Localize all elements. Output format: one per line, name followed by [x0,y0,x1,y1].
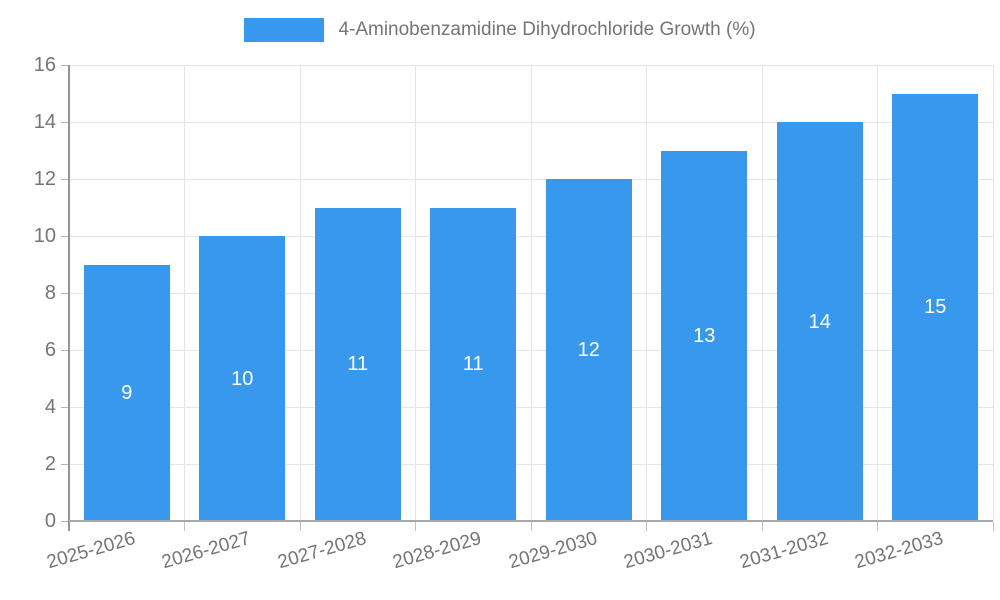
y-axis-tick [61,121,69,123]
y-axis-tick [61,235,69,237]
x-axis-tick [877,522,878,531]
y-tick-label: 16 [33,54,56,76]
bar[interactable] [892,93,979,520]
x-axis-tick [646,522,647,531]
gridline-x [877,65,878,521]
bar-value-label: 11 [347,353,369,376]
y-axis-line [68,65,70,531]
bar-value-label: 10 [231,367,254,390]
y-tick-label: 0 [44,510,56,532]
x-tick-label: 2025-2026 [44,528,138,574]
x-axis-tick [299,522,301,531]
y-tick-label: 14 [33,111,56,133]
y-tick-label: 6 [44,339,56,361]
gridline-x [761,65,763,521]
x-axis-tick [761,522,763,531]
bar[interactable] [83,264,170,520]
y-axis-tick [61,406,69,408]
y-tick-label: 10 [33,225,56,247]
gridline-x [530,65,532,521]
x-axis-tick [992,522,994,531]
x-tick-label: 2027-2028 [275,528,369,574]
y-axis-tick [61,292,69,294]
y-tick-label: 12 [33,168,56,190]
bar[interactable] [430,207,517,520]
y-tick-label: 4 [44,396,56,418]
y-axis-tick [61,463,69,465]
gridline-x [646,65,647,521]
bar[interactable] [314,207,401,520]
bar-value-label: 9 [121,381,133,404]
x-axis-tick [530,522,532,531]
bar-value-label: 12 [577,339,600,361]
bar-value-label: 13 [693,324,716,347]
x-axis-tick [184,522,185,531]
gridline-x [415,65,416,521]
y-tick-label: 8 [44,282,56,304]
chart-legend[interactable]: 4-Aminobenzamidine Dihydrochloride Growt… [0,18,1000,42]
x-axis-tick [415,522,416,531]
y-axis-tick [61,520,69,522]
legend-swatch [244,18,325,42]
gridline-x [184,65,185,521]
gridline-x [992,65,994,521]
bar[interactable] [776,122,863,520]
bar-value-label: 11 [462,353,484,376]
bar-value-label: 15 [924,296,947,319]
bar[interactable] [545,179,632,520]
gridline-x [299,65,301,521]
y-axis-tick [61,349,69,351]
y-tick-label: 2 [44,453,56,475]
x-tick-label: 2026-2027 [159,528,254,574]
x-tick-label: 2030-2031 [621,528,716,574]
bar[interactable] [199,236,286,520]
bar[interactable] [661,150,748,520]
bar-value-label: 14 [808,310,831,333]
x-axis-line [69,520,993,522]
x-tick-label: 2029-2030 [506,528,600,574]
y-axis-tick [61,178,69,180]
legend-label: 4-Aminobenzamidine Dihydrochloride Growt… [338,19,756,40]
x-tick-label: 2028-2029 [390,528,485,574]
x-tick-label: 2032-2033 [852,528,947,574]
y-axis-tick [61,64,69,66]
x-tick-label: 2031-2032 [737,528,831,574]
